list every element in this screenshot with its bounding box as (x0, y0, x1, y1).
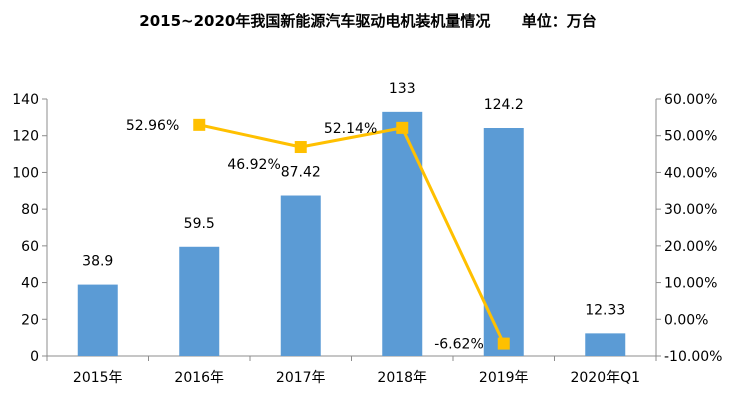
bar (77, 284, 118, 356)
x-category-label: 2019年 (479, 370, 529, 386)
bar-data-label: 124.2 (484, 97, 524, 113)
line-data-label: -6.62% (434, 337, 484, 353)
line-data-label: 52.14% (324, 121, 377, 137)
bar-data-label: 38.9 (82, 254, 113, 270)
x-category-label: 2015年 (73, 370, 123, 386)
bar (585, 333, 626, 356)
right-tick-label: -10.00% (664, 349, 722, 365)
bar (280, 195, 321, 356)
right-tick-label: 20.00% (664, 239, 717, 255)
line-marker (193, 118, 206, 131)
bar-data-label: 133 (389, 81, 416, 97)
x-category-label: 2020年Q1 (570, 370, 640, 386)
bar (483, 128, 524, 356)
right-tick-label: 10.00% (664, 276, 717, 292)
line-data-label: 52.96% (126, 118, 179, 134)
right-tick-label: 50.00% (664, 129, 717, 145)
bar-data-label: 87.42 (281, 165, 321, 181)
left-tick-label: 40 (21, 276, 39, 292)
x-category-label: 2016年 (174, 370, 224, 386)
right-tick-label: 60.00% (664, 92, 717, 108)
left-tick-label: 100 (12, 165, 39, 181)
bar-data-label: 12.33 (585, 302, 625, 318)
line-marker (294, 141, 307, 154)
left-tick-label: 120 (12, 129, 39, 145)
right-tick-label: 30.00% (664, 202, 717, 218)
right-tick-label: 40.00% (664, 165, 717, 181)
growth-line (198, 123, 506, 345)
bar (179, 246, 220, 356)
chart-title: 2015~2020年我国新能源汽车驱动电机装机量情况 单位：万台 (139, 12, 597, 30)
line-marker (497, 337, 510, 350)
bar-data-label: 59.5 (184, 216, 215, 232)
line-data-label: 46.92% (227, 157, 280, 173)
line-marker (396, 121, 409, 134)
left-tick-label: 0 (30, 349, 39, 365)
x-category-label: 2018年 (377, 370, 427, 386)
right-tick-label: 0.00% (664, 312, 708, 328)
x-category-label: 2017年 (276, 370, 326, 386)
bar (382, 111, 423, 356)
left-tick-label: 20 (21, 312, 39, 328)
left-tick-label: 140 (12, 92, 39, 108)
left-tick-label: 80 (21, 202, 39, 218)
left-tick-label: 60 (21, 239, 39, 255)
